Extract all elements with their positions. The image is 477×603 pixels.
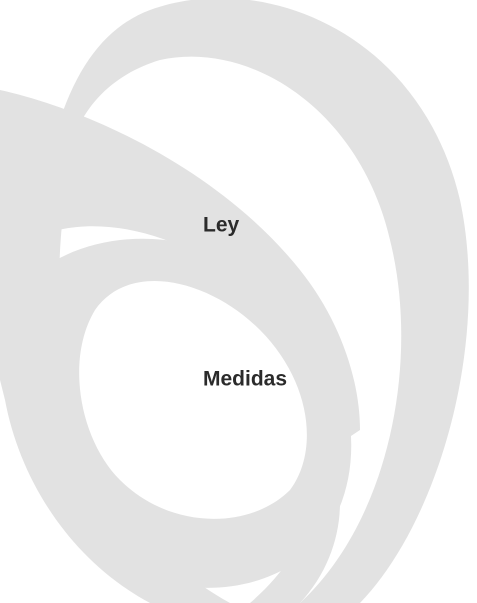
- decorative-shapes: [0, 0, 469, 603]
- background-art: Ley Medidas: [0, 0, 477, 603]
- page: Ley Medidas (() => { const data = JSON.p…: [0, 0, 477, 603]
- menu-label[interactable]: Medidas: [203, 368, 287, 391]
- menu-label[interactable]: Ley: [203, 214, 240, 237]
